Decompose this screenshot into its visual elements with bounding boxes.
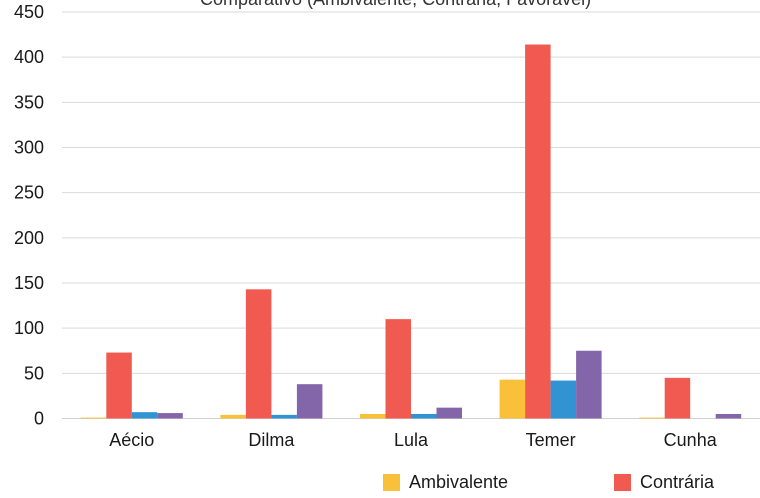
grid-layer	[62, 11, 760, 419]
x-tick-label: Lula	[394, 430, 429, 450]
bar-dilma-2	[245, 289, 272, 419]
y-tick-label: 0	[34, 409, 44, 429]
bar-cunha-1	[639, 417, 665, 419]
y-tick-label: 100	[14, 318, 44, 338]
bar-aécio-1	[80, 417, 107, 419]
x-tick-label: Dilma	[248, 430, 295, 450]
bar-temer-4	[576, 350, 602, 419]
bar-dilma-3	[271, 414, 297, 419]
bar-aécio-2	[106, 352, 132, 419]
chart-title: Comparativo (Ambivalente, Contrária, Fav…	[200, 0, 680, 9]
tick-layer: 0 50 100 150 200 250 300 350 400 450 Aécio Dilma Lul…	[14, 2, 718, 450]
bar-lula-3	[411, 413, 437, 419]
bar-lula-4	[436, 407, 462, 419]
legend-label: Contrária	[640, 472, 715, 492]
y-tick-label: 350	[14, 92, 44, 112]
y-tick-label: 200	[14, 228, 44, 248]
bar-lula-1	[360, 413, 386, 419]
y-tick-label: 150	[14, 273, 44, 293]
bar-cunha-4	[715, 413, 742, 419]
bar-layer	[80, 44, 742, 419]
bar-temer-3	[550, 380, 577, 419]
legend-swatch	[614, 474, 631, 491]
y-tick-label: 300	[14, 138, 44, 158]
y-tick-label: 450	[14, 2, 44, 22]
bar-temer-2	[525, 44, 551, 419]
x-tick-label: Cunha	[664, 430, 718, 450]
x-tick-label: Aécio	[109, 430, 154, 450]
x-tick-label: Temer	[526, 430, 576, 450]
bar-aécio-4	[157, 413, 183, 419]
bar-temer-1	[499, 379, 526, 419]
bar-lula-2	[385, 319, 411, 419]
y-tick-label: 400	[14, 47, 44, 67]
bar-cunha-2	[664, 377, 691, 419]
y-tick-label: 50	[24, 363, 44, 383]
bar-dilma-4	[296, 384, 323, 419]
legend: Ambivalente Contrária	[383, 472, 715, 492]
y-tick-label: 250	[14, 183, 44, 203]
bar-aécio-3	[131, 412, 158, 419]
legend-swatch	[383, 474, 400, 491]
legend-label: Ambivalente	[409, 472, 508, 492]
bar-dilma-1	[220, 414, 246, 419]
